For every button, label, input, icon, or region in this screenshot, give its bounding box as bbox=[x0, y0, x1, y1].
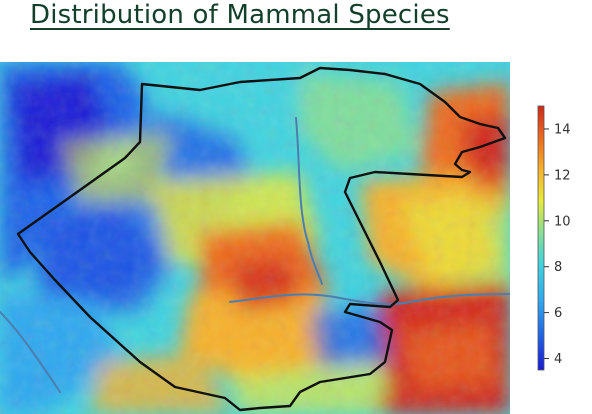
legend-tick-label: 10 bbox=[554, 214, 571, 229]
study-area-boundary bbox=[16, 66, 507, 412]
legend-ticks: 14 12 10 8 6 4 bbox=[544, 122, 571, 367]
rivers bbox=[0, 117, 510, 393]
color-scale-legend: 14 12 10 8 6 4 bbox=[536, 104, 592, 372]
species-richness-map bbox=[0, 62, 510, 414]
legend-svg: 14 12 10 8 6 4 bbox=[537, 105, 571, 371]
legend-tick-label: 12 bbox=[554, 168, 571, 183]
raster-texture bbox=[0, 62, 510, 414]
boundary-outline bbox=[16, 66, 507, 412]
legend-tick-label: 6 bbox=[554, 306, 562, 321]
river-main bbox=[229, 293, 510, 306]
river-north bbox=[295, 117, 323, 285]
legend-colorbar bbox=[537, 105, 545, 371]
river-west bbox=[0, 311, 61, 393]
page-title: Distribution of Mammal Species bbox=[30, 0, 450, 30]
raster-map bbox=[0, 62, 510, 414]
legend-tick-label: 4 bbox=[554, 352, 562, 367]
legend-tick-label: 8 bbox=[554, 260, 562, 275]
legend-tick-label: 14 bbox=[554, 122, 571, 137]
